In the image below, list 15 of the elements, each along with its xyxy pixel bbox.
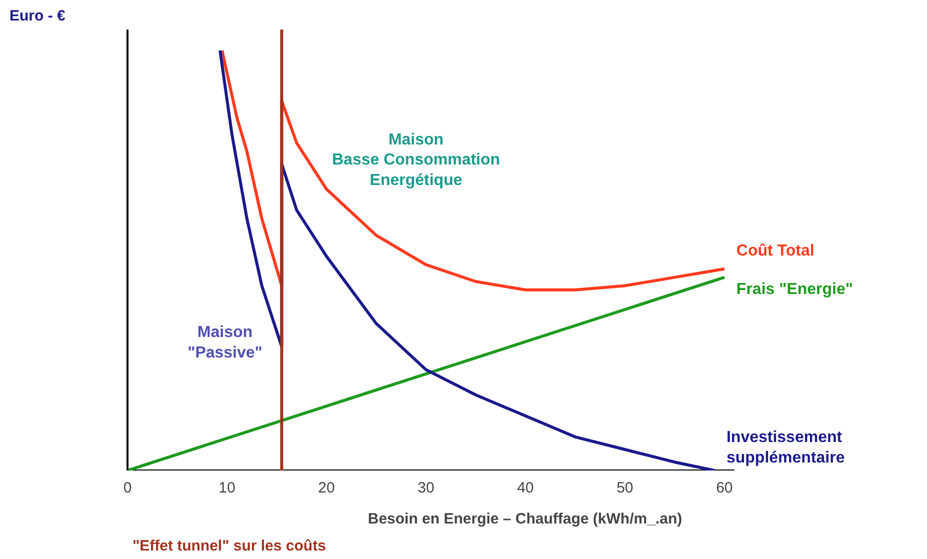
x-tick-label: 50 (616, 480, 634, 496)
series-label: Coût Total (736, 242, 814, 260)
ref-line-label: "Effet tunnel" sur les coûts (132, 538, 326, 554)
series-label: Frais "Energie" (736, 280, 853, 298)
x-tick-label: 0 (123, 480, 132, 496)
x-tick-label: 60 (716, 480, 733, 496)
y-axis-title: Euro - € (10, 8, 66, 24)
annotation: Maison Basse Consommation Energétique (332, 131, 500, 190)
x-axis-title: Besoin en Energie – Chauffage (kWh/m_.an) (368, 510, 682, 528)
x-tick-label: 10 (218, 480, 236, 496)
x-tick-label: 30 (418, 480, 434, 496)
series-label: Investissement supplémentaire (726, 429, 845, 466)
x-tick-label: 40 (517, 480, 534, 496)
x-tick-label: 20 (318, 480, 335, 496)
annotation: Maison "Passive" (188, 324, 262, 362)
